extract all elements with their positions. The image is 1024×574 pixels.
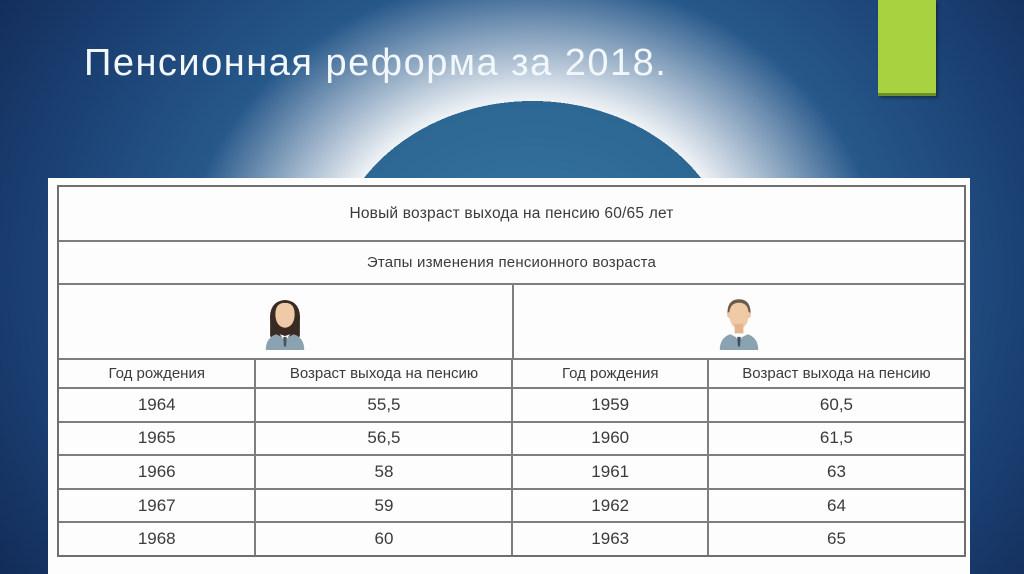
cell-retire-age: 58 — [254, 456, 511, 488]
pension-table: Новый возраст выхода на пенсию 60/65 лет… — [57, 185, 966, 557]
cell-birth-year: 1963 — [511, 523, 706, 555]
cell-retire-age: 65 — [706, 523, 964, 555]
cell-birth-year: 1968 — [137, 529, 176, 549]
cell-birth-year: 1964 — [137, 394, 176, 414]
page-title: Пенсионная реформа за 2018. — [84, 42, 668, 84]
gender-icons-row — [59, 283, 964, 358]
cell-retire-age: 55,5 — [254, 389, 511, 421]
table-title-row: Новый возраст выхода на пенсию 60/65 лет — [59, 187, 964, 240]
col-header-retire-age-women: Возраст выхода на пенсию — [254, 360, 511, 387]
cell-retire-age: 60,5 — [706, 389, 964, 421]
table-row: 1968 60 1963 65 — [59, 521, 964, 555]
men-group-cell — [511, 285, 965, 358]
column-header-row: Год рождения Возраст выхода на пенсию Го… — [59, 358, 964, 387]
cell-birth-year: 1967 — [137, 495, 176, 515]
cell-birth-year: 1965 — [137, 428, 176, 448]
table-row: 1966 58 1961 63 — [59, 454, 964, 488]
cell-birth-year: 1961 — [511, 456, 706, 488]
cell-birth-year: 1962 — [511, 489, 706, 522]
women-group-cell — [59, 285, 512, 358]
table-subtitle: Этапы изменения пенсионного возраста — [366, 254, 657, 271]
cell-retire-age: 61,5 — [706, 422, 964, 455]
table-row: 1967 59 1962 64 — [59, 487, 964, 522]
table-row: 1964 55,5 1959 60,5 — [59, 387, 964, 421]
col-header-birth-year-men: Год рождения — [511, 360, 706, 387]
col-header-birth-year-women: Год рождения — [108, 365, 205, 382]
cell-birth-year: 1966 — [137, 461, 176, 481]
cell-retire-age: 63 — [706, 456, 964, 488]
man-avatar-icon — [719, 298, 758, 350]
cell-birth-year: 1960 — [511, 422, 706, 455]
woman-avatar-icon — [266, 299, 305, 350]
table-title: Новый возраст выхода на пенсию 60/65 лет — [349, 204, 674, 222]
cell-retire-age: 59 — [254, 489, 511, 522]
cell-retire-age: 56,5 — [254, 422, 511, 455]
accent-rectangle — [878, 0, 936, 96]
table-panel: Новый возраст выхода на пенсию 60/65 лет… — [48, 178, 970, 574]
cell-retire-age: 60 — [254, 523, 511, 555]
cell-birth-year: 1959 — [511, 389, 706, 421]
table-subtitle-row: Этапы изменения пенсионного возраста — [59, 240, 964, 283]
table-row: 1965 56,5 1960 61,5 — [59, 420, 964, 455]
col-header-retire-age-men: Возраст выхода на пенсию — [706, 360, 964, 387]
cell-retire-age: 64 — [706, 489, 964, 522]
